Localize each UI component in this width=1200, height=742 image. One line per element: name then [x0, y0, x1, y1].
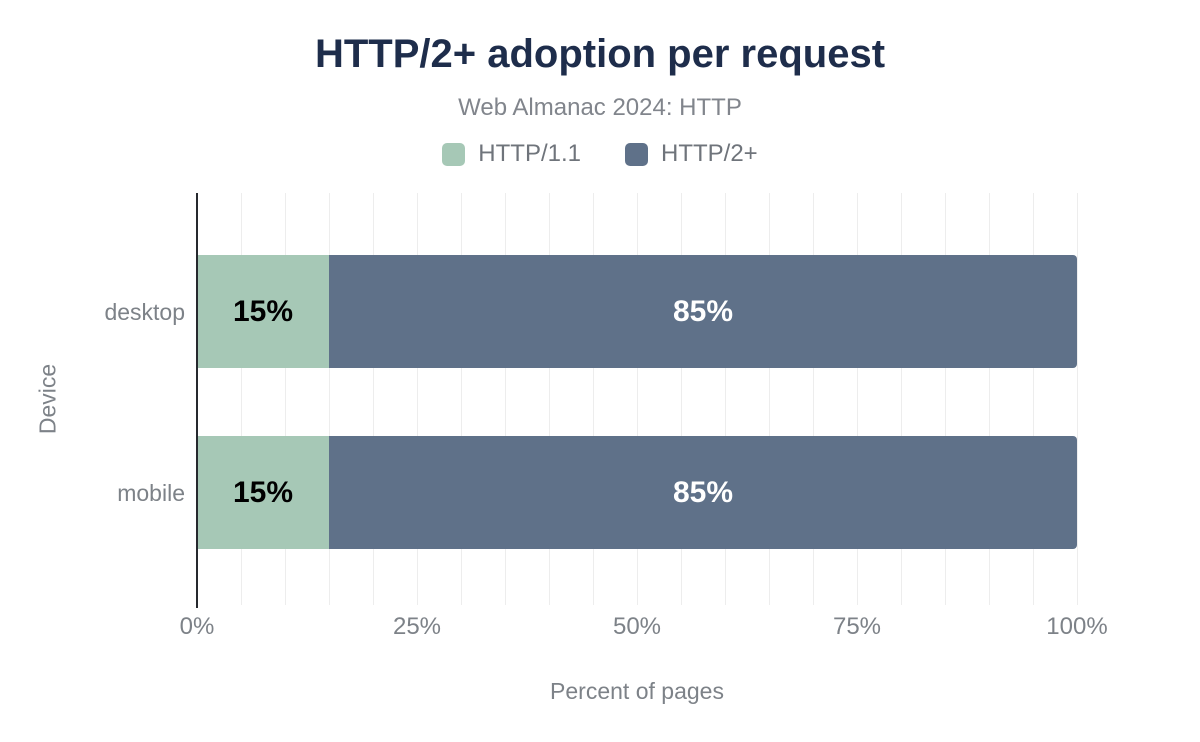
legend: HTTP/1.1 HTTP/2+	[0, 140, 1200, 168]
gridline-25	[417, 193, 418, 605]
bar-segment-desktop-http2: 85%	[329, 255, 1077, 368]
gridline-100	[1077, 193, 1078, 605]
chart-title: HTTP/2+ adoption per request	[314, 32, 886, 76]
gridline-80	[901, 193, 902, 605]
gridline-65	[769, 193, 770, 605]
x-tick-100pct: 100%	[1046, 613, 1108, 640]
gridline-55	[681, 193, 682, 605]
gridline-40	[549, 193, 550, 605]
x-axis-title: Percent of pages	[550, 678, 724, 704]
legend-item-http11: HTTP/1.1	[442, 140, 581, 168]
data-label: 15%	[232, 475, 294, 509]
bar-segment-mobile-http2: 85%	[329, 436, 1077, 549]
gridline-30	[461, 193, 462, 605]
y-axis-line	[196, 193, 198, 608]
gridline-50	[637, 193, 638, 605]
legend-label: HTTP/2+	[661, 140, 758, 167]
category-label-mobile: mobile	[117, 479, 185, 506]
category-label-desktop: desktop	[104, 298, 185, 325]
gridline-60	[725, 193, 726, 605]
gridline-5	[241, 193, 242, 605]
chart-subtitle: Web Almanac 2024: HTTP	[458, 94, 742, 121]
bar-segment-mobile-http11: 15%	[197, 436, 329, 549]
gridline-75	[857, 193, 858, 605]
x-tick-25pct: 25%	[392, 613, 442, 640]
gridline-10	[285, 193, 286, 605]
x-tick-0pct: 0%	[179, 613, 215, 640]
y-axis-title: Device	[34, 363, 61, 435]
gridline-85	[945, 193, 946, 605]
gridline-35	[505, 193, 506, 605]
data-label: 85%	[672, 475, 734, 509]
legend-item-http2: HTTP/2+	[625, 140, 758, 168]
gridline-70	[813, 193, 814, 605]
x-tick-50pct: 50%	[612, 613, 662, 640]
gridline-90	[989, 193, 990, 605]
bar-row-desktop: 15% 85%	[197, 255, 1077, 368]
gridline-20	[373, 193, 374, 605]
bar-row-mobile: 15% 85%	[197, 436, 1077, 549]
x-tick-75pct: 75%	[832, 613, 882, 640]
bar-segment-desktop-http11: 15%	[197, 255, 329, 368]
data-label: 85%	[672, 294, 734, 328]
legend-swatch-icon	[625, 142, 648, 166]
gridline-15	[329, 193, 330, 605]
legend-swatch-icon	[442, 142, 466, 166]
legend-label: HTTP/1.1	[478, 140, 581, 167]
gridline-45	[593, 193, 594, 605]
plot-area: 15% 85% 15% 85%	[197, 193, 1078, 605]
data-label: 15%	[232, 294, 294, 328]
gridline-95	[1033, 193, 1034, 605]
